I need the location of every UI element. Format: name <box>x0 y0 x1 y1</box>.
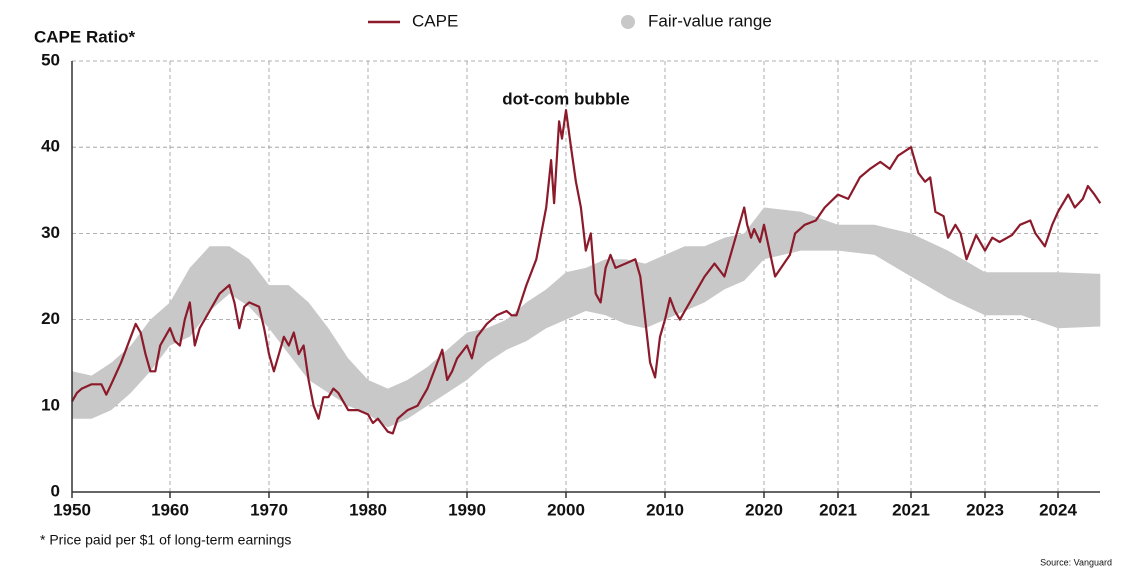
x-tick-label: 2010 <box>646 500 684 519</box>
y-tick-label: 30 <box>41 223 60 242</box>
x-tick-label: 2020 <box>745 500 783 519</box>
y-tick-label: 10 <box>41 395 60 414</box>
footnote: * Price paid per $1 of long-term earning… <box>40 532 291 548</box>
x-tick-label: 2021 <box>892 500 930 519</box>
legend-label: CAPE <box>412 11 458 30</box>
source: Source: Vanguard <box>1040 557 1112 567</box>
y-tick-label: 40 <box>41 137 60 156</box>
x-tick-label: 2021 <box>819 500 857 519</box>
x-tick-label: 1970 <box>250 500 288 519</box>
x-tick-label: 2000 <box>547 500 585 519</box>
x-tick-label: 1960 <box>151 500 189 519</box>
fair-value-band <box>72 207 1101 428</box>
legend-label: Fair-value range <box>648 11 772 30</box>
y-tick-label: 20 <box>41 309 60 328</box>
x-tick-label: 1950 <box>53 500 91 519</box>
annotation: dot-com bubble <box>502 89 629 108</box>
y-tick-label: 0 <box>51 481 60 500</box>
x-tick-label: 1980 <box>349 500 387 519</box>
x-tick-label: 2023 <box>966 500 1004 519</box>
cape-line <box>71 109 1102 435</box>
y-tick-label: 50 <box>41 50 60 69</box>
legend-swatch <box>621 15 635 29</box>
y-axis-label: CAPE Ratio* <box>34 27 135 46</box>
x-tick-label: 2024 <box>1039 500 1077 519</box>
x-tick-label: 1990 <box>448 500 486 519</box>
